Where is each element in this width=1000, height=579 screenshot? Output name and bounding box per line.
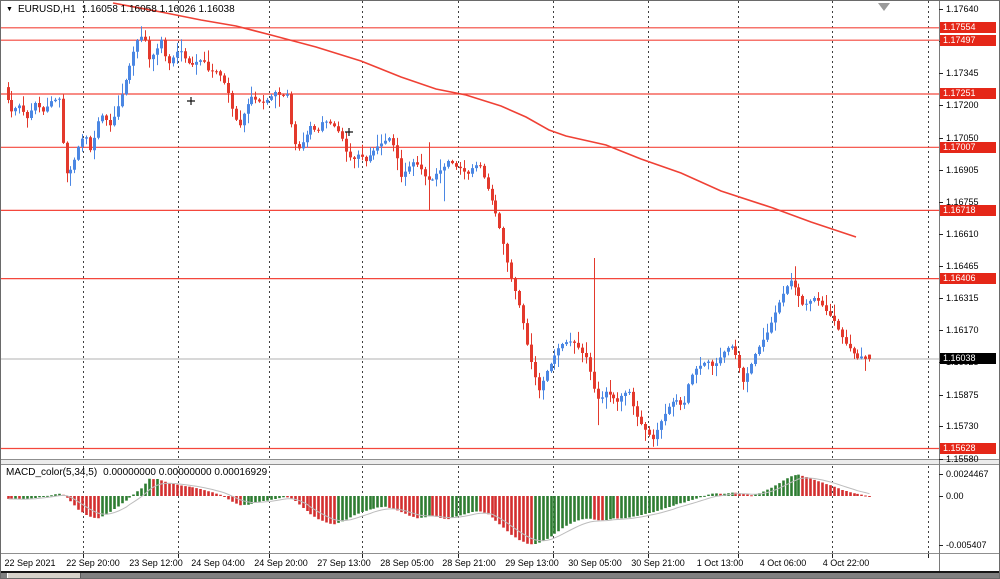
- macd-indicator-label: MACD_color(5,34,5) 0.00000000 0.00000000 …: [6, 467, 273, 478]
- time-tick: [928, 554, 929, 558]
- ohlc-values: 1.16058 1.16058 1.16026 1.16038: [81, 4, 235, 15]
- price-tick-label: 1.17640: [946, 4, 979, 14]
- price-tick: [939, 9, 943, 10]
- price-tick-label: 1.17345: [946, 68, 979, 78]
- time-tick: [832, 554, 833, 558]
- price-tick: [939, 202, 943, 203]
- bull-candle-bodies: [14, 36, 863, 440]
- time-axis-label: 24 Sep 20:00: [254, 558, 308, 568]
- time-tick: [178, 554, 179, 558]
- level-price-badge: 1.16406: [940, 273, 996, 284]
- time-axis-label: 27 Sep 13:00: [317, 558, 371, 568]
- macd-name: MACD_color(5,34,5): [6, 467, 98, 478]
- price-axis: 1.176401.174951.173451.172001.170501.169…: [939, 1, 999, 572]
- time-axis-label: 30 Sep 05:00: [568, 558, 622, 568]
- price-tick: [939, 459, 943, 460]
- macd-tick-label: -0.005407: [946, 540, 987, 550]
- time-axis-label: 30 Sep 21:00: [631, 558, 685, 568]
- time-tick: [362, 554, 363, 558]
- window-bottom-border: [1, 571, 999, 573]
- level-price-badge: 1.15628: [940, 443, 996, 454]
- price-tick-label: 1.16170: [946, 325, 979, 335]
- level-price-badge: 1.16718: [940, 205, 996, 216]
- bottom-scrollbar[interactable]: [1, 573, 999, 578]
- level-price-badge: 1.17497: [940, 35, 996, 46]
- macd-tick-label: 0.00: [946, 491, 964, 501]
- price-tick-label: 1.15875: [946, 390, 979, 400]
- price-tick-label: 1.17200: [946, 100, 979, 110]
- price-tick-label: 1.16315: [946, 293, 979, 303]
- time-axis-label: 1 Oct 13:00: [696, 558, 744, 568]
- time-axis-label: 28 Sep 21:00: [442, 558, 496, 568]
- level-price-badge: 1.17007: [940, 142, 996, 153]
- cross-marker: [187, 97, 195, 105]
- time-axis-label: 22 Sep 2021: [4, 558, 56, 568]
- bear-candle-bodies: [7, 36, 871, 440]
- time-tick: [83, 554, 84, 558]
- macd-tick-label: 0.0024467: [946, 469, 989, 479]
- chart-shift-marker-icon[interactable]: [878, 3, 890, 11]
- level-price-badge: 1.17554: [940, 22, 996, 33]
- symbol-dropdown-icon: ▼: [6, 6, 13, 13]
- time-axis-label: 24 Sep 04:00: [191, 558, 245, 568]
- symbol-ohlc-label: ▼ EURUSD,H1 1.16058 1.16058 1.16026 1.1603…: [6, 4, 241, 15]
- time-axis-label: 28 Sep 05:00: [380, 558, 434, 568]
- macd-tick: [939, 474, 943, 475]
- price-tick: [939, 138, 943, 139]
- price-tick: [939, 170, 943, 171]
- price-tick: [939, 266, 943, 267]
- time-tick: [269, 554, 270, 558]
- time-tick: [553, 554, 554, 558]
- price-tick: [939, 426, 943, 427]
- panel-separator[interactable]: [1, 459, 999, 465]
- price-tick: [939, 298, 943, 299]
- bear-candle-wicks: [8, 30, 870, 447]
- bottom-scrollbar-thumb[interactable]: [7, 573, 81, 578]
- time-axis-label: 22 Sep 20:00: [66, 558, 120, 568]
- price-tick: [939, 234, 943, 235]
- cross-marker: [345, 128, 353, 136]
- price-tick-label: 1.16465: [946, 261, 979, 271]
- price-tick-label: 1.17050: [946, 133, 979, 143]
- time-tick: [648, 554, 649, 558]
- macd-histogram-down-bars: [7, 475, 871, 545]
- price-tick-label: 1.16610: [946, 229, 979, 239]
- macd-values: 0.00000000 0.00000000 0.00016929: [103, 467, 268, 478]
- time-tick: [458, 554, 459, 558]
- price-tick-label: 1.15730: [946, 421, 979, 431]
- price-tick-label: 1.16905: [946, 165, 979, 175]
- time-axis-label: 29 Sep 13:00: [505, 558, 559, 568]
- macd-histogram-up-bars: [14, 474, 800, 544]
- price-tick: [939, 395, 943, 396]
- time-tick: [738, 554, 739, 558]
- chart-canvas[interactable]: [1, 1, 939, 553]
- moving-average-line: [112, 2, 857, 238]
- price-axis-border: [939, 1, 940, 572]
- time-axis-label: 4 Oct 22:00: [822, 558, 870, 568]
- price-tick: [939, 105, 943, 106]
- macd-panel-border: [1, 553, 999, 554]
- time-axis: 22 Sep 2021 22 Sep 20:00 23 Sep 12:00 24 Se…: [1, 554, 939, 571]
- macd-tick: [939, 545, 943, 546]
- symbol-name: EURUSD,H1: [17, 4, 76, 15]
- time-axis-label: 23 Sep 12:00: [129, 558, 183, 568]
- price-tick: [939, 330, 943, 331]
- time-axis-label: 4 Oct 06:00: [759, 558, 807, 568]
- current-price-badge: 1.16038: [940, 353, 996, 364]
- price-tick: [939, 73, 943, 74]
- macd-signal-line: [8, 477, 870, 542]
- price-tick-label: 1.15580: [946, 454, 979, 464]
- price-tick-label: 1.16755: [946, 197, 979, 207]
- macd-tick: [939, 496, 943, 497]
- level-price-badge: 1.17251: [940, 88, 996, 99]
